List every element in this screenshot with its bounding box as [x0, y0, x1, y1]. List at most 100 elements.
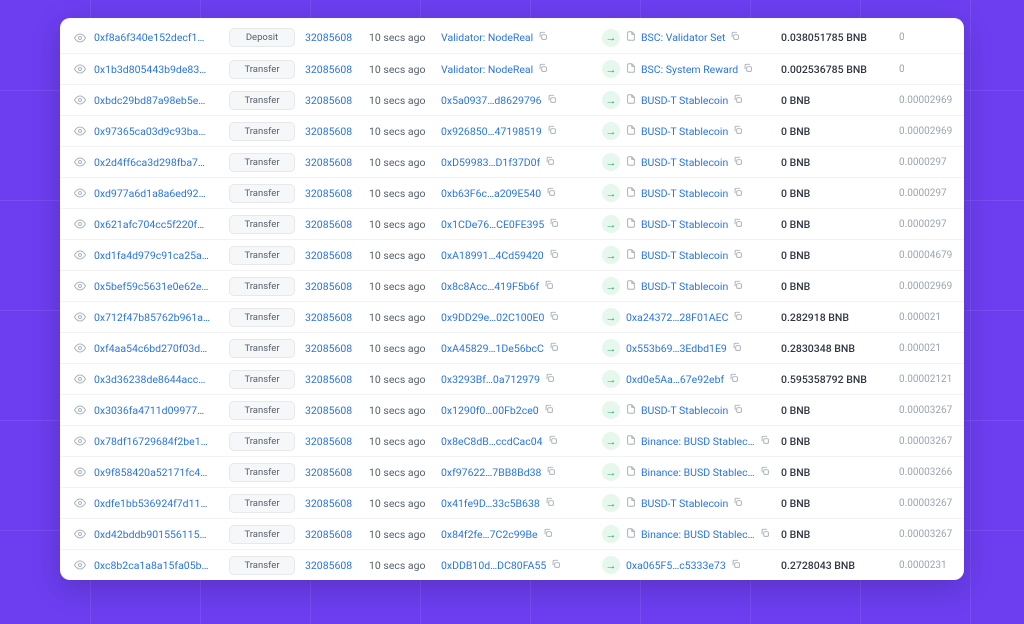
tx-hash-link[interactable]: 0x97365ca03d9c93ba…	[94, 125, 229, 138]
block-link[interactable]: 32085608	[305, 63, 369, 76]
copy-icon[interactable]	[545, 373, 555, 386]
tx-hash-link[interactable]: 0x1b3d805443b9de83…	[94, 63, 229, 76]
copy-icon[interactable]	[733, 187, 743, 200]
from-link[interactable]: 0x8eC8dB…ccdCac04	[441, 435, 543, 448]
eye-icon[interactable]	[74, 94, 94, 106]
to-link[interactable]: BSC: System Reward	[641, 63, 738, 76]
to-link[interactable]: BUSD-T Stablecoin	[641, 218, 728, 231]
copy-icon[interactable]	[743, 63, 753, 76]
to-link[interactable]: Binance: BUSD Stablec…	[641, 435, 755, 448]
copy-icon[interactable]	[538, 31, 548, 44]
tx-hash-link[interactable]: 0xdfe1bb536924f7d11…	[94, 497, 229, 510]
copy-icon[interactable]	[733, 125, 743, 138]
to-link[interactable]: 0xa065F5…c5333e73	[626, 559, 726, 572]
copy-icon[interactable]	[733, 404, 743, 417]
block-link[interactable]: 32085608	[305, 404, 369, 417]
tx-hash-link[interactable]: 0x3d36238de8644acc…	[94, 373, 229, 386]
block-link[interactable]: 32085608	[305, 342, 369, 355]
from-link[interactable]: 0x1CDe76…CE0FE395	[441, 218, 544, 231]
copy-icon[interactable]	[543, 528, 553, 541]
block-link[interactable]: 32085608	[305, 156, 369, 169]
from-link[interactable]: 0xf97622…7BB8Bd38	[441, 466, 541, 479]
tx-hash-link[interactable]: 0x3036fa4711d09977…	[94, 404, 229, 417]
block-link[interactable]: 32085608	[305, 249, 369, 262]
eye-icon[interactable]	[74, 497, 94, 509]
tx-hash-link[interactable]: 0x5bef59c5631e0e62e…	[94, 280, 229, 293]
eye-icon[interactable]	[74, 404, 94, 416]
to-link[interactable]: BUSD-T Stablecoin	[641, 249, 728, 262]
copy-icon[interactable]	[732, 342, 742, 355]
from-link[interactable]: 0xA18991…4Cd59420	[441, 249, 544, 262]
copy-icon[interactable]	[546, 466, 556, 479]
from-link[interactable]: 0x41fe9D…33c5B638	[441, 497, 540, 510]
from-link[interactable]: 0x5a0937…d8629796	[441, 94, 542, 107]
eye-icon[interactable]	[74, 342, 94, 354]
tx-hash-link[interactable]: 0xc8b2ca1a8a15fa05b…	[94, 559, 229, 572]
copy-icon[interactable]	[547, 94, 557, 107]
from-link[interactable]: 0x3293Bf…0a712979	[441, 373, 540, 386]
to-link[interactable]: Binance: BUSD Stablec…	[641, 528, 755, 541]
copy-icon[interactable]	[760, 435, 770, 448]
copy-icon[interactable]	[730, 31, 740, 44]
from-link[interactable]: 0x8c8Acc…419F5b6f	[441, 280, 539, 293]
copy-icon[interactable]	[545, 156, 555, 169]
to-link[interactable]: Binance: BUSD Stablec…	[641, 466, 755, 479]
block-link[interactable]: 32085608	[305, 31, 369, 44]
eye-icon[interactable]	[74, 311, 94, 323]
copy-icon[interactable]	[549, 218, 559, 231]
copy-icon[interactable]	[549, 311, 559, 324]
tx-hash-link[interactable]: 0x78df16729684f2be1…	[94, 435, 229, 448]
block-link[interactable]: 32085608	[305, 435, 369, 448]
copy-icon[interactable]	[733, 156, 743, 169]
eye-icon[interactable]	[74, 280, 94, 292]
to-link[interactable]: 0x553b69…3Edbd1E9	[626, 342, 727, 355]
tx-hash-link[interactable]: 0xd977a6d1a8a6ed92…	[94, 187, 229, 200]
tx-hash-link[interactable]: 0xf4aa54c6bd270f03d…	[94, 342, 229, 355]
copy-icon[interactable]	[551, 559, 561, 572]
to-link[interactable]: BUSD-T Stablecoin	[641, 404, 728, 417]
to-link[interactable]: BUSD-T Stablecoin	[641, 280, 728, 293]
block-link[interactable]: 32085608	[305, 497, 369, 510]
copy-icon[interactable]	[549, 342, 559, 355]
tx-hash-link[interactable]: 0xf8a6f340e152decf1…	[94, 31, 229, 44]
from-link[interactable]: 0x926850…47198519	[441, 125, 542, 138]
tx-hash-link[interactable]: 0x2d4ff6ca3d298fba7…	[94, 156, 229, 169]
to-link[interactable]: 0xd0e5Aa…67e92ebf	[626, 373, 724, 386]
from-link[interactable]: Validator: NodeReal	[441, 63, 533, 76]
block-link[interactable]: 32085608	[305, 373, 369, 386]
from-link[interactable]: 0xb63F6c…a209E540	[441, 187, 541, 200]
eye-icon[interactable]	[74, 435, 94, 447]
from-link[interactable]: Validator: NodeReal	[441, 31, 533, 44]
tx-hash-link[interactable]: 0x9f858420a52171fc4…	[94, 466, 229, 479]
from-link[interactable]: 0xD59983…D1f37D0f	[441, 156, 540, 169]
copy-icon[interactable]	[733, 497, 743, 510]
block-link[interactable]: 32085608	[305, 125, 369, 138]
copy-icon[interactable]	[729, 373, 739, 386]
to-link[interactable]: BUSD-T Stablecoin	[641, 156, 728, 169]
from-link[interactable]: 0xA45829…1De56bcC	[441, 342, 544, 355]
eye-icon[interactable]	[74, 528, 94, 540]
block-link[interactable]: 32085608	[305, 94, 369, 107]
eye-icon[interactable]	[74, 373, 94, 385]
copy-icon[interactable]	[760, 466, 770, 479]
eye-icon[interactable]	[74, 125, 94, 137]
copy-icon[interactable]	[548, 435, 558, 448]
eye-icon[interactable]	[74, 156, 94, 168]
tx-hash-link[interactable]: 0xbdc29bd87a98eb5e…	[94, 94, 229, 107]
copy-icon[interactable]	[538, 63, 548, 76]
block-link[interactable]: 32085608	[305, 559, 369, 572]
copy-icon[interactable]	[733, 249, 743, 262]
to-link[interactable]: BUSD-T Stablecoin	[641, 187, 728, 200]
to-link[interactable]: BUSD-T Stablecoin	[641, 125, 728, 138]
from-link[interactable]: 0x1290f0…00Fb2ce0	[441, 404, 539, 417]
copy-icon[interactable]	[546, 187, 556, 200]
from-link[interactable]: 0xDDB10d…DC80FA55	[441, 559, 546, 572]
block-link[interactable]: 32085608	[305, 311, 369, 324]
to-link[interactable]: 0xa24372…28F01AEC	[626, 311, 728, 324]
tx-hash-link[interactable]: 0xd42bddb901556115…	[94, 528, 229, 541]
to-link[interactable]: BSC: Validator Set	[641, 31, 725, 44]
tx-hash-link[interactable]: 0xd1fa4d979c91ca25a…	[94, 249, 229, 262]
copy-icon[interactable]	[545, 497, 555, 510]
tx-hash-link[interactable]: 0x621afc704cc5f220f…	[94, 218, 229, 231]
copy-icon[interactable]	[544, 280, 554, 293]
